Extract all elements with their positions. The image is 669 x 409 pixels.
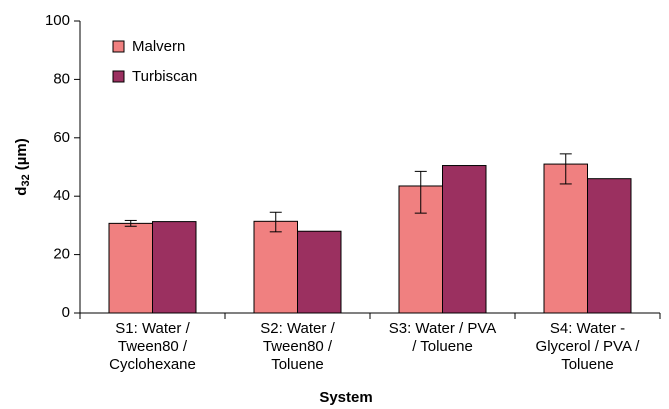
x-tick-label: Glycerol / PVA /	[536, 338, 641, 355]
error-bar	[124, 219, 137, 227]
y-tick-label: 0	[62, 304, 70, 321]
x-axis-label: System	[319, 389, 372, 406]
x-tick-label: S1: Water /	[115, 320, 190, 337]
y-tick-label: 60	[53, 129, 70, 146]
x-tick-label: Toluene	[271, 356, 324, 373]
y-tick-label: 40	[53, 187, 70, 204]
bar	[442, 165, 487, 314]
error-bar	[559, 153, 572, 185]
x-tick-label: Tween80 /	[263, 338, 333, 355]
legend-label: Turbiscan	[132, 68, 197, 85]
legend-swatch	[112, 70, 125, 83]
error-bar	[269, 211, 282, 233]
bar	[587, 178, 632, 314]
x-tick-label: S4: Water -	[550, 320, 625, 337]
y-label-main: d	[13, 187, 30, 196]
legend-label: Malvern	[132, 38, 185, 55]
y-tick-label: 80	[53, 70, 70, 87]
x-tick-label: Tween80 /	[118, 338, 188, 355]
x-tick-label: S3: Water / PVA	[389, 320, 497, 337]
x-tick-label: Toluene	[561, 356, 614, 373]
y-tick-label: 20	[53, 246, 70, 263]
bar	[297, 230, 342, 314]
y-label-unit: (µm)	[13, 138, 30, 170]
y-label-sub: 32	[20, 174, 32, 186]
x-tick-label: / Toluene	[412, 338, 473, 355]
x-tick-label: Cyclohexane	[109, 356, 196, 373]
y-tick-label: 100	[45, 12, 70, 29]
bar	[108, 222, 153, 314]
bar	[152, 221, 197, 314]
legend-swatch	[112, 40, 125, 53]
bar	[543, 163, 588, 314]
x-tick-label: S2: Water /	[260, 320, 335, 337]
bar	[253, 220, 298, 314]
y-axis-label: d32 (µm)	[13, 138, 32, 195]
error-bar	[414, 170, 427, 214]
